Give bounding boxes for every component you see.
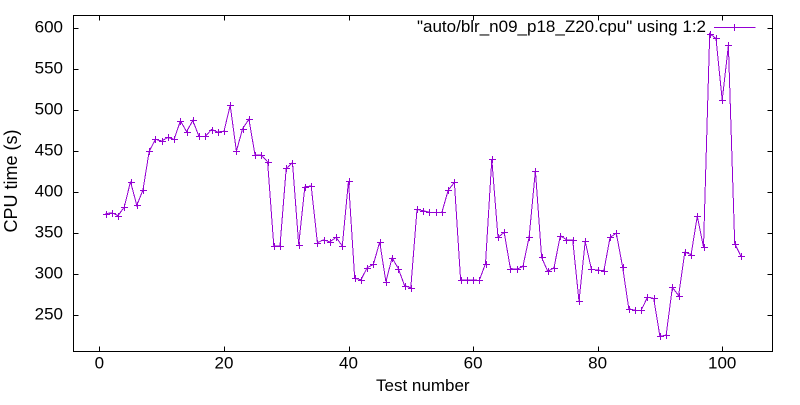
svg-text:"auto/blr_n09_p18_Z20.cpu" usi: "auto/blr_n09_p18_Z20.cpu" using 1:2	[417, 17, 706, 36]
svg-text:CPU time (s): CPU time (s)	[1, 130, 21, 233]
svg-text:450: 450	[35, 141, 63, 160]
svg-text:250: 250	[35, 305, 63, 324]
svg-text:20: 20	[215, 354, 234, 373]
svg-text:100: 100	[708, 354, 736, 373]
svg-text:350: 350	[35, 223, 63, 242]
svg-text:500: 500	[35, 100, 63, 119]
svg-text:80: 80	[588, 354, 607, 373]
svg-text:40: 40	[339, 354, 358, 373]
svg-text:400: 400	[35, 182, 63, 201]
svg-text:550: 550	[35, 59, 63, 78]
svg-text:Test number: Test number	[376, 376, 470, 395]
svg-text:600: 600	[35, 18, 63, 37]
svg-text:300: 300	[35, 264, 63, 283]
svg-text:0: 0	[95, 354, 104, 373]
svg-text:60: 60	[464, 354, 483, 373]
